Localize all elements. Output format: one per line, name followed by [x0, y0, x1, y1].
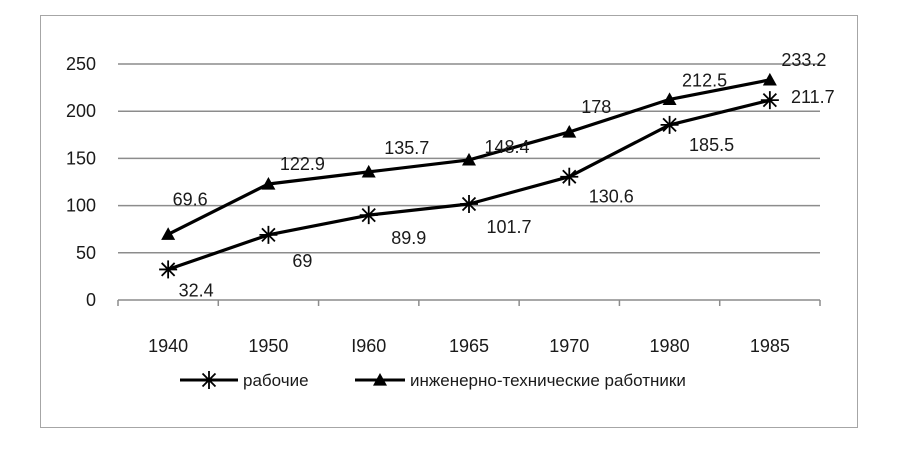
legend-item-rabochie: рабочие: [180, 371, 309, 390]
x-tick-label: 1985: [750, 336, 790, 356]
y-tick-label: 150: [66, 148, 96, 168]
data-point-rabochie: [760, 91, 779, 110]
data-point-itr: [361, 164, 376, 178]
data-point-itr: [261, 176, 276, 190]
x-tick-label: I960: [351, 336, 386, 356]
legend-item-itr: инженерно-технические работники: [355, 371, 686, 390]
series-line-rabochie: [167, 98, 771, 271]
x-tick-label: 1980: [650, 336, 690, 356]
data-point-itr: [762, 72, 777, 86]
data-label-itr: 178: [581, 97, 611, 117]
data-labels: 32.4 69 89.9 101.7 130.6 185.5 211.7 69.6 122.9 1…: [173, 50, 835, 301]
data-label-rabochie: 185.5: [689, 135, 734, 155]
x-tick-label: 1940: [148, 336, 188, 356]
data-label-rabochie: 89.9: [391, 228, 426, 248]
chart-frame: [40, 15, 858, 428]
legend-triangle-icon: [373, 373, 387, 386]
y-tick-label: 200: [66, 101, 96, 121]
data-label-rabochie: 211.7: [791, 87, 835, 107]
legend-label: рабочие: [243, 371, 309, 390]
data-label-itr: 135.7: [384, 138, 429, 158]
x-axis-tick-labels: 1940 1950 I960 1965 1970 1980 1985: [148, 336, 790, 356]
data-point-rabochie: [560, 167, 579, 186]
data-label-rabochie: 101.7: [486, 217, 531, 237]
y-tick-label: 250: [66, 54, 96, 74]
legend: рабочие инженерно-технические работники: [180, 371, 686, 390]
data-label-itr: 69.6: [173, 189, 208, 209]
data-point-itr: [462, 152, 476, 166]
data-label-rabochie: 32.4: [179, 280, 214, 300]
legend-asterisk-icon: [200, 371, 218, 389]
data-point-rabochie: [660, 115, 679, 134]
legend-label: инженерно-технические работники: [410, 371, 686, 390]
series: [159, 72, 779, 279]
data-label-itr: 212.5: [682, 70, 727, 90]
data-point-itr: [161, 227, 176, 240]
x-tick-label: 1965: [449, 336, 489, 356]
y-tick-label: 100: [66, 196, 96, 216]
y-tick-label: 0: [86, 290, 96, 310]
x-tick-label: 1950: [248, 336, 288, 356]
x-tick-label: 1970: [549, 336, 589, 356]
data-point-rabochie: [259, 225, 278, 244]
data-point-rabochie: [460, 194, 478, 213]
data-point-itr: [662, 92, 677, 105]
axes: [117, 299, 821, 306]
data-label-itr: 233.2: [781, 50, 826, 70]
y-tick-label: 50: [76, 243, 96, 263]
data-label-rabochie: 69: [292, 251, 312, 271]
y-axis-tick-labels: 0 50 100 150 200 250: [66, 54, 96, 310]
data-label-itr: 122.9: [280, 154, 325, 174]
data-label-rabochie: 130.6: [589, 187, 634, 207]
data-label-itr: 148.4: [484, 137, 529, 157]
data-point-rabochie: [159, 260, 178, 279]
data-point-rabochie: [359, 206, 378, 225]
data-point-itr: [562, 124, 577, 138]
